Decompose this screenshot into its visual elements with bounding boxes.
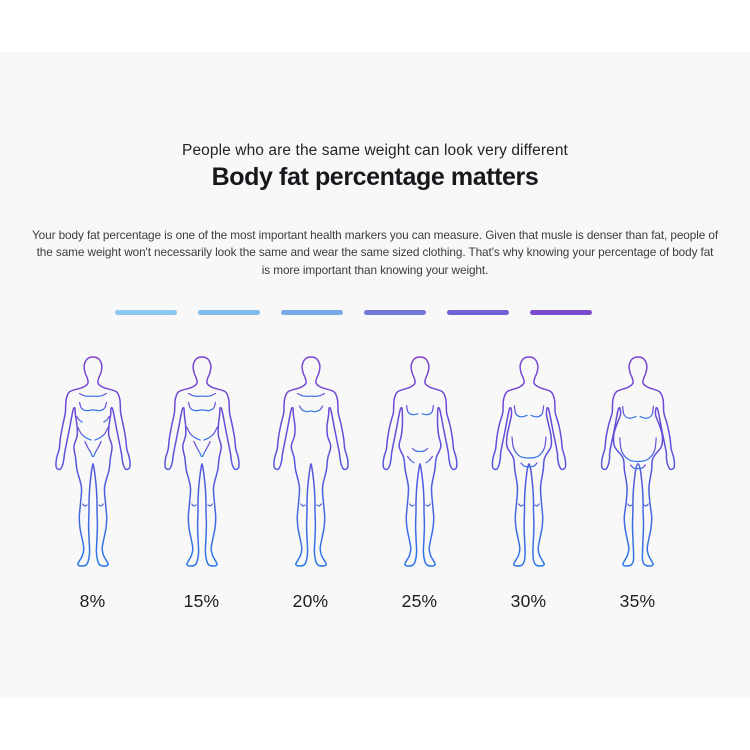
body-outline-path bbox=[54, 356, 131, 567]
body-detail-path bbox=[202, 426, 218, 441]
body-detail-path bbox=[187, 392, 202, 398]
body-detail-path bbox=[206, 503, 213, 507]
figure-column-15%: 15% bbox=[147, 353, 256, 612]
body-detail-path bbox=[201, 392, 216, 398]
figure-label: 15% bbox=[183, 591, 220, 611]
body-detail-path bbox=[310, 405, 323, 413]
divider-dash bbox=[530, 310, 592, 315]
body-detail-path bbox=[299, 503, 306, 507]
body-detail-path bbox=[642, 503, 649, 507]
body-detail-path bbox=[192, 440, 202, 458]
divider-dash bbox=[115, 310, 177, 315]
body-figure-icon bbox=[54, 356, 131, 567]
figure-column-25%: 25% bbox=[365, 353, 474, 612]
body-outline-path bbox=[491, 356, 566, 567]
body-detail-path bbox=[187, 401, 202, 412]
body-detail-path bbox=[92, 440, 102, 458]
figure-column-30%: 30% bbox=[474, 353, 583, 612]
body-detail-path bbox=[78, 401, 93, 412]
body-detail-path bbox=[424, 455, 433, 464]
figure-label: 30% bbox=[510, 591, 547, 611]
body-figure-icon bbox=[381, 356, 458, 567]
body-detail-path bbox=[629, 464, 646, 470]
body-detail-path bbox=[626, 503, 633, 507]
divider-dash bbox=[447, 310, 509, 315]
body-detail-path bbox=[102, 415, 110, 423]
page-description: Your body fat percentage is one of the m… bbox=[31, 228, 719, 277]
divider-dash bbox=[198, 310, 260, 315]
body-detail-path bbox=[411, 447, 428, 452]
body-detail-path bbox=[75, 415, 83, 423]
figure-label: 25% bbox=[401, 591, 438, 611]
body-detail-path bbox=[78, 392, 93, 398]
body-detail-path bbox=[81, 503, 88, 507]
body-detail-path bbox=[201, 401, 216, 412]
body-detail-path bbox=[83, 440, 93, 458]
body-detail-path bbox=[185, 426, 201, 441]
body-detail-path bbox=[517, 503, 524, 507]
body-figure-icon bbox=[600, 356, 675, 567]
body-detail-path bbox=[420, 404, 434, 416]
divider-dashes bbox=[115, 310, 592, 315]
body-detail-path bbox=[310, 392, 325, 398]
body-detail-path bbox=[510, 436, 547, 459]
body-detail-path bbox=[296, 392, 311, 398]
body-figure-icon bbox=[163, 356, 240, 567]
body-detail-path bbox=[405, 404, 419, 416]
body-detail-path bbox=[618, 437, 657, 463]
page-subtitle: People who are the same weight can look … bbox=[182, 142, 568, 159]
figure-row: 8% 15% 20% 25% 30% 35% bbox=[38, 353, 692, 612]
body-detail-path bbox=[190, 503, 197, 507]
body-outline-path bbox=[272, 356, 349, 567]
page-title: Body fat percentage matters bbox=[211, 163, 539, 191]
body-detail-path bbox=[513, 405, 528, 418]
body-outline-path bbox=[600, 356, 675, 567]
body-detail-path bbox=[92, 392, 107, 398]
figure-column-20%: 20% bbox=[256, 353, 365, 612]
body-detail-path bbox=[519, 462, 538, 468]
content-panel bbox=[0, 52, 750, 698]
body-figure-icon bbox=[272, 356, 349, 567]
figure-label: 35% bbox=[619, 591, 656, 611]
divider-dash bbox=[281, 310, 343, 315]
figure-label: 20% bbox=[292, 591, 329, 611]
body-detail-path bbox=[315, 503, 322, 507]
body-detail-path bbox=[408, 503, 415, 507]
figure-column-35%: 35% bbox=[583, 353, 692, 612]
body-detail-path bbox=[529, 405, 544, 418]
figure-label: 8% bbox=[79, 591, 106, 611]
body-detail-path bbox=[92, 401, 107, 412]
body-detail-path bbox=[638, 405, 654, 419]
figure-column-8%: 8% bbox=[38, 353, 147, 612]
body-detail-path bbox=[424, 503, 431, 507]
body-detail-path bbox=[76, 426, 92, 441]
body-detail-path bbox=[97, 503, 104, 507]
body-detail-path bbox=[621, 405, 637, 419]
body-outline-path bbox=[163, 356, 240, 567]
body-detail-path bbox=[298, 405, 311, 413]
divider-dash bbox=[364, 310, 426, 315]
body-detail-path bbox=[93, 426, 109, 441]
body-detail-path bbox=[533, 503, 540, 507]
body-detail-path bbox=[406, 455, 415, 464]
body-outline-path bbox=[381, 356, 458, 567]
body-detail-path bbox=[201, 440, 211, 458]
body-figure-icon bbox=[491, 356, 566, 567]
